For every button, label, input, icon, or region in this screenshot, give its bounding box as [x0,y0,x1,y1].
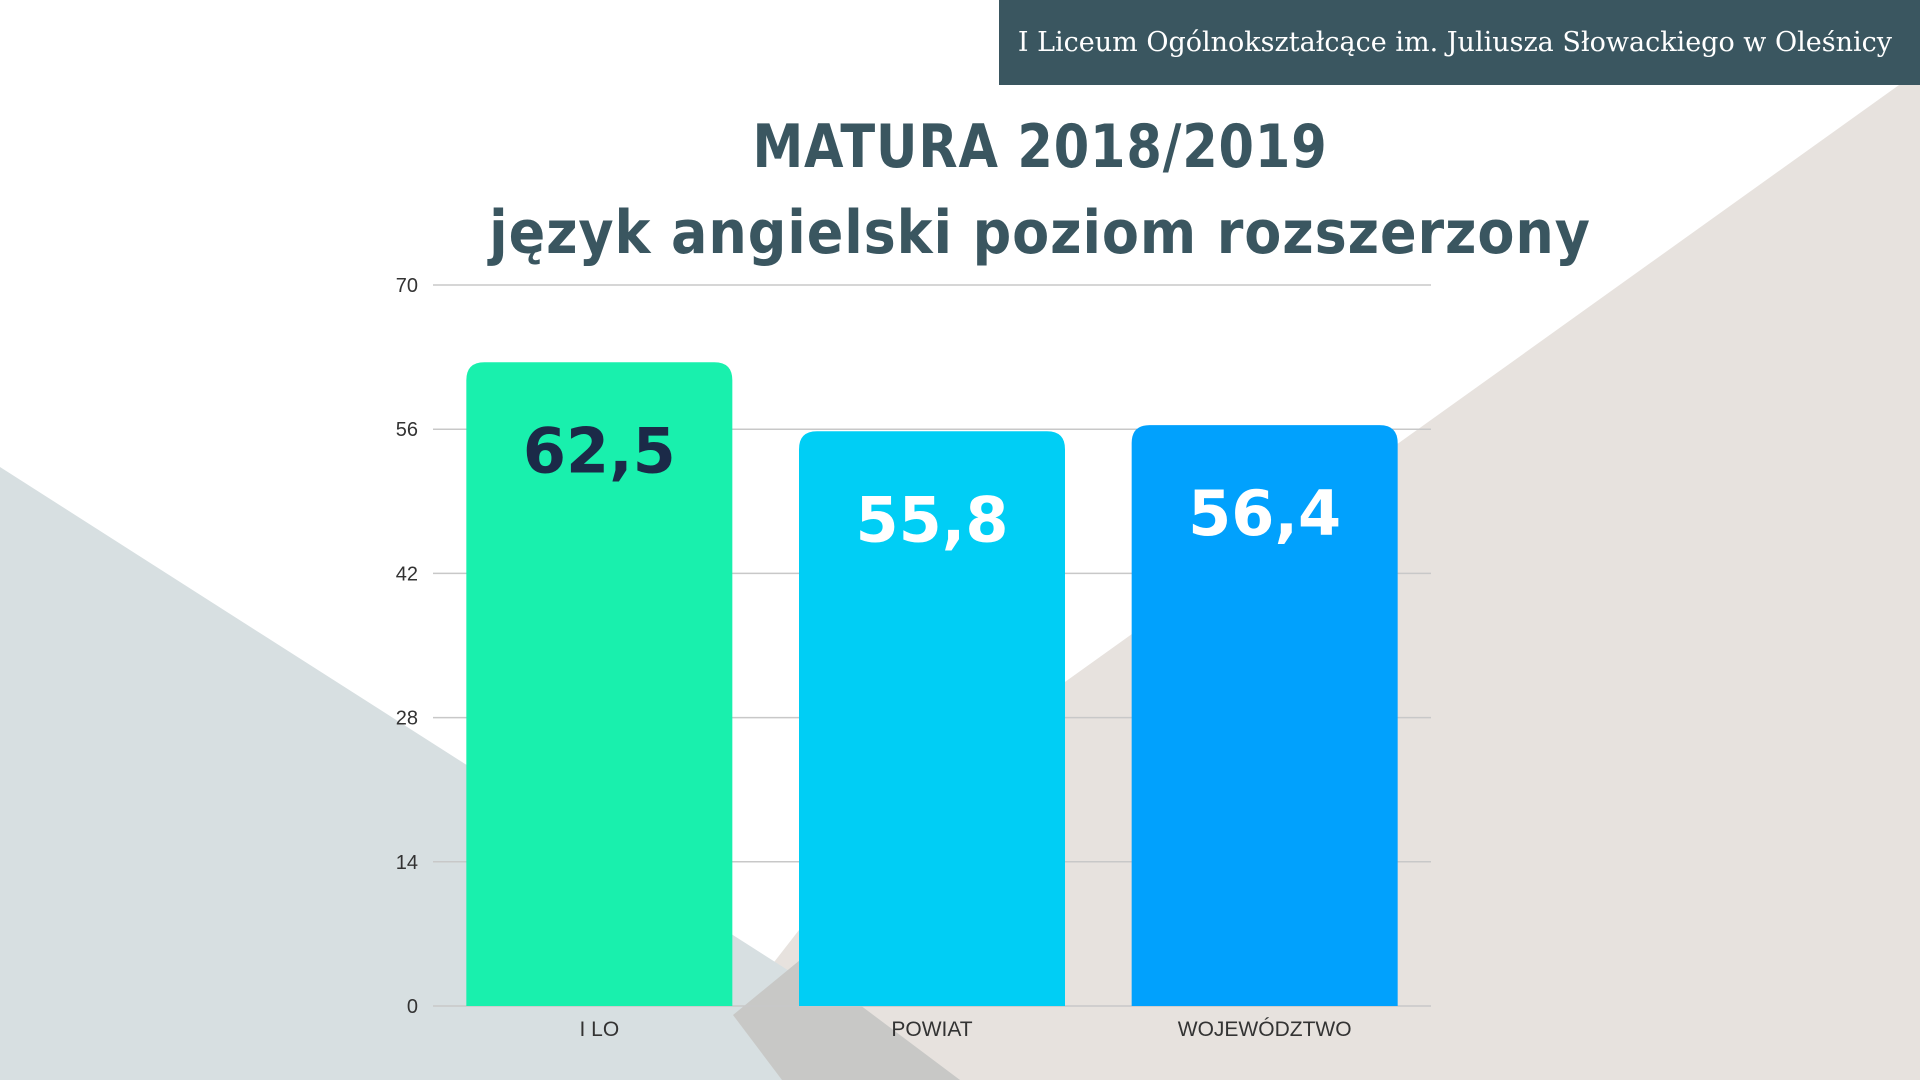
y-tick-label: 70 [396,275,418,297]
x-tick-label: WOJEWÓDZTWO [1178,1018,1352,1041]
x-tick-label: I LO [579,1018,619,1041]
x-tick-label: POWIAT [891,1018,972,1041]
y-tick-label: 0 [407,996,418,1018]
bar-value-label: 56,4 [1188,477,1341,550]
bar-i-lo [466,362,733,1006]
bg-dark-overlap-shape [733,960,960,1080]
school-header: I Liceum Ogólnokształcące im. Juliusza S… [999,0,1920,85]
bar-powiat [799,431,1065,1006]
bar-value-label: 55,8 [856,483,1009,556]
y-tick-label: 14 [396,852,418,874]
y-tick-label: 28 [396,708,418,730]
chart-title-line1: MATURA 2018/2019 [752,112,1328,182]
y-tick-label: 56 [396,419,418,441]
school-name: I Liceum Ogólnokształcące im. Juliusza S… [1017,27,1892,58]
bar-województwo [1131,425,1398,1007]
chart-title-line2: język angielski poziom rozszerzony [489,198,1591,268]
bar-value-label: 62,5 [523,414,676,487]
y-tick-label: 42 [396,563,418,585]
